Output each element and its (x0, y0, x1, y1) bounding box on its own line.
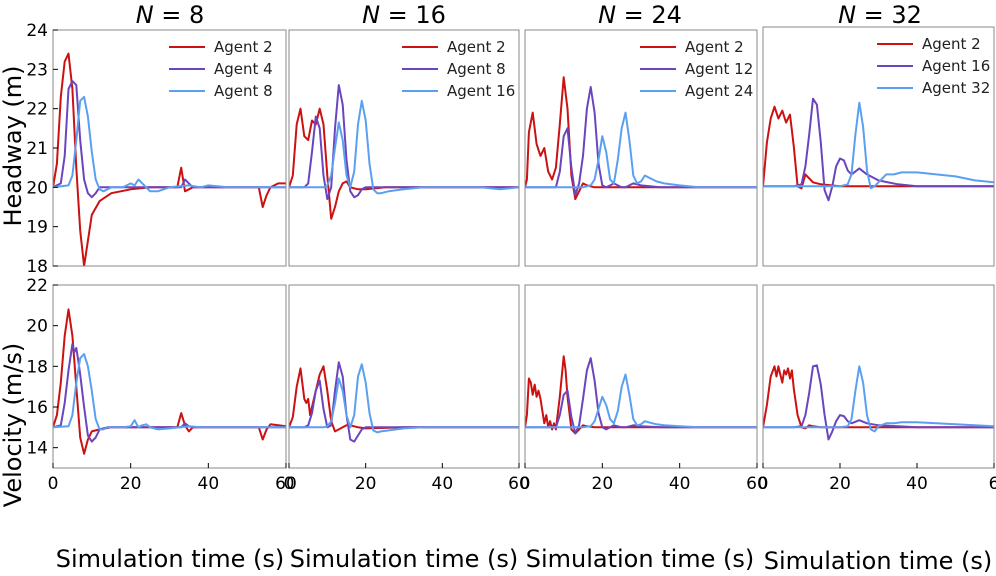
series-line-agent-2 (525, 76, 757, 201)
series-line-agent-8 (289, 84, 519, 201)
panel-title-n8: N = 8 (136, 1, 205, 29)
legend-label: Agent 8 (447, 60, 506, 78)
x-tick-label: 40 (669, 474, 691, 494)
series-line-agent-8 (53, 353, 286, 431)
x-axis-label-n32: Simulation time (s) (764, 547, 993, 575)
x-tick-label: 0 (758, 474, 769, 494)
y-tick-label: 20 (26, 178, 48, 198)
y-tick-label: 24 (26, 21, 48, 41)
series-line-agent-2 (763, 365, 994, 430)
y-tick-label: 20 (26, 317, 48, 337)
plot-frame (762, 284, 995, 469)
series-line-agent-2 (525, 355, 757, 435)
y-tick-label: 22 (26, 276, 48, 296)
series-line-agent-2 (763, 105, 994, 190)
panel-title-n32: N = 32 (838, 1, 922, 29)
subplot-velocity-2: 0 20 40 60 (284, 284, 530, 494)
series-line-agent-16 (763, 97, 994, 202)
plot-frame (288, 284, 520, 469)
y-tick-label: 16 (26, 398, 48, 418)
legend-label: Agent 2 (685, 38, 744, 56)
y-axis-label-headway: Headway (m) (0, 65, 27, 226)
series-line-agent-8 (53, 95, 286, 193)
legend-label: Agent 4 (214, 60, 273, 78)
legend-label: Agent 12 (685, 60, 753, 78)
y-tick-label: 14 (26, 439, 48, 459)
legend-label: Agent 2 (447, 38, 506, 56)
y-tick-label: 21 (26, 139, 48, 159)
x-tick-label: 20 (592, 474, 614, 494)
legend: Agent 2 Agent 16 Agent 32 (877, 35, 990, 97)
subplot-headway-1: 18 19 20 21 22 23 24 Agent 2 Agent 4 Agent 8 (26, 21, 287, 277)
series-line-agent-2 (289, 365, 519, 433)
legend: Agent 2 Agent 4 Agent 8 (169, 38, 273, 100)
series-line-agent-24 (525, 373, 757, 429)
series-line-agent-12 (525, 86, 757, 197)
series-line-agent-32 (763, 101, 994, 190)
series-line-agent-12 (525, 357, 757, 435)
legend-label: Agent 24 (685, 82, 753, 100)
x-tick-label: 40 (198, 474, 220, 494)
plot-frame (762, 26, 995, 267)
legend-label: Agent 32 (922, 79, 990, 97)
legend-label: Agent 16 (447, 82, 515, 100)
plot-frame (524, 29, 758, 267)
series-line-agent-16 (289, 99, 519, 195)
subplot-headway-4: Agent 2 Agent 16 Agent 32 (762, 26, 995, 267)
panel-title-n16: N = 16 (362, 1, 446, 29)
x-tick-label: 20 (355, 474, 377, 494)
y-tick-label: 18 (26, 257, 48, 277)
subplot-headway-2: Agent 2 Agent 8 Agent 16 (288, 29, 520, 267)
panel-title-n24: N = 24 (598, 1, 682, 29)
series-line-agent-32 (763, 365, 994, 433)
y-tick-label: 18 (26, 357, 48, 377)
x-tick-label: 20 (120, 474, 142, 494)
subplot-headway-3: Agent 2 Agent 12 Agent 24 (524, 29, 758, 267)
y-axis-label-velocity: Velocity (m/s) (0, 343, 27, 507)
legend: Agent 2 Agent 8 Agent 16 (402, 38, 515, 100)
series-line-agent-8 (289, 361, 519, 443)
x-tick-label: 0 (520, 474, 531, 494)
series-line-agent-24 (525, 111, 757, 189)
x-axis-label-n24: Simulation time (s) (526, 545, 755, 573)
plot-frame (524, 284, 758, 469)
y-tick-label: 19 (26, 218, 48, 238)
plot-frame (52, 284, 287, 469)
legend-label: Agent 2 (214, 38, 273, 56)
x-tick-label: 40 (432, 474, 454, 494)
series-line-agent-16 (763, 364, 994, 441)
x-tick-label: 0 (284, 474, 295, 494)
y-tick-label: 22 (26, 100, 48, 120)
x-tick-label: 20 (829, 474, 851, 494)
x-tick-label: 40 (906, 474, 928, 494)
series-line-agent-4 (53, 80, 286, 199)
y-tick-label: 23 (26, 60, 48, 80)
x-tick-label: 60 (508, 474, 530, 494)
x-tick-label: 60 (746, 474, 768, 494)
x-tick-label: 60 (275, 474, 297, 494)
x-tick-label: 0 (48, 474, 59, 494)
subplot-velocity-3: 0 20 40 60 (520, 284, 768, 494)
plot-frame (288, 29, 520, 267)
legend-label: Agent 16 (922, 57, 990, 75)
legend-label: Agent 2 (922, 35, 981, 53)
legend-label: Agent 8 (214, 82, 273, 100)
x-axis-label-n8: Simulation time (s) (56, 545, 285, 573)
series-line-agent-16 (289, 363, 519, 434)
subplot-velocity-4: 0 20 40 6 (758, 284, 996, 494)
x-tick-label: 6 (989, 474, 996, 494)
subplot-velocity-1: 14 16 18 20 22 0 20 40 60 (26, 276, 296, 494)
legend: Agent 2 Agent 12 Agent 24 (640, 38, 753, 100)
x-axis-label-n16: Simulation time (s) (290, 545, 519, 573)
